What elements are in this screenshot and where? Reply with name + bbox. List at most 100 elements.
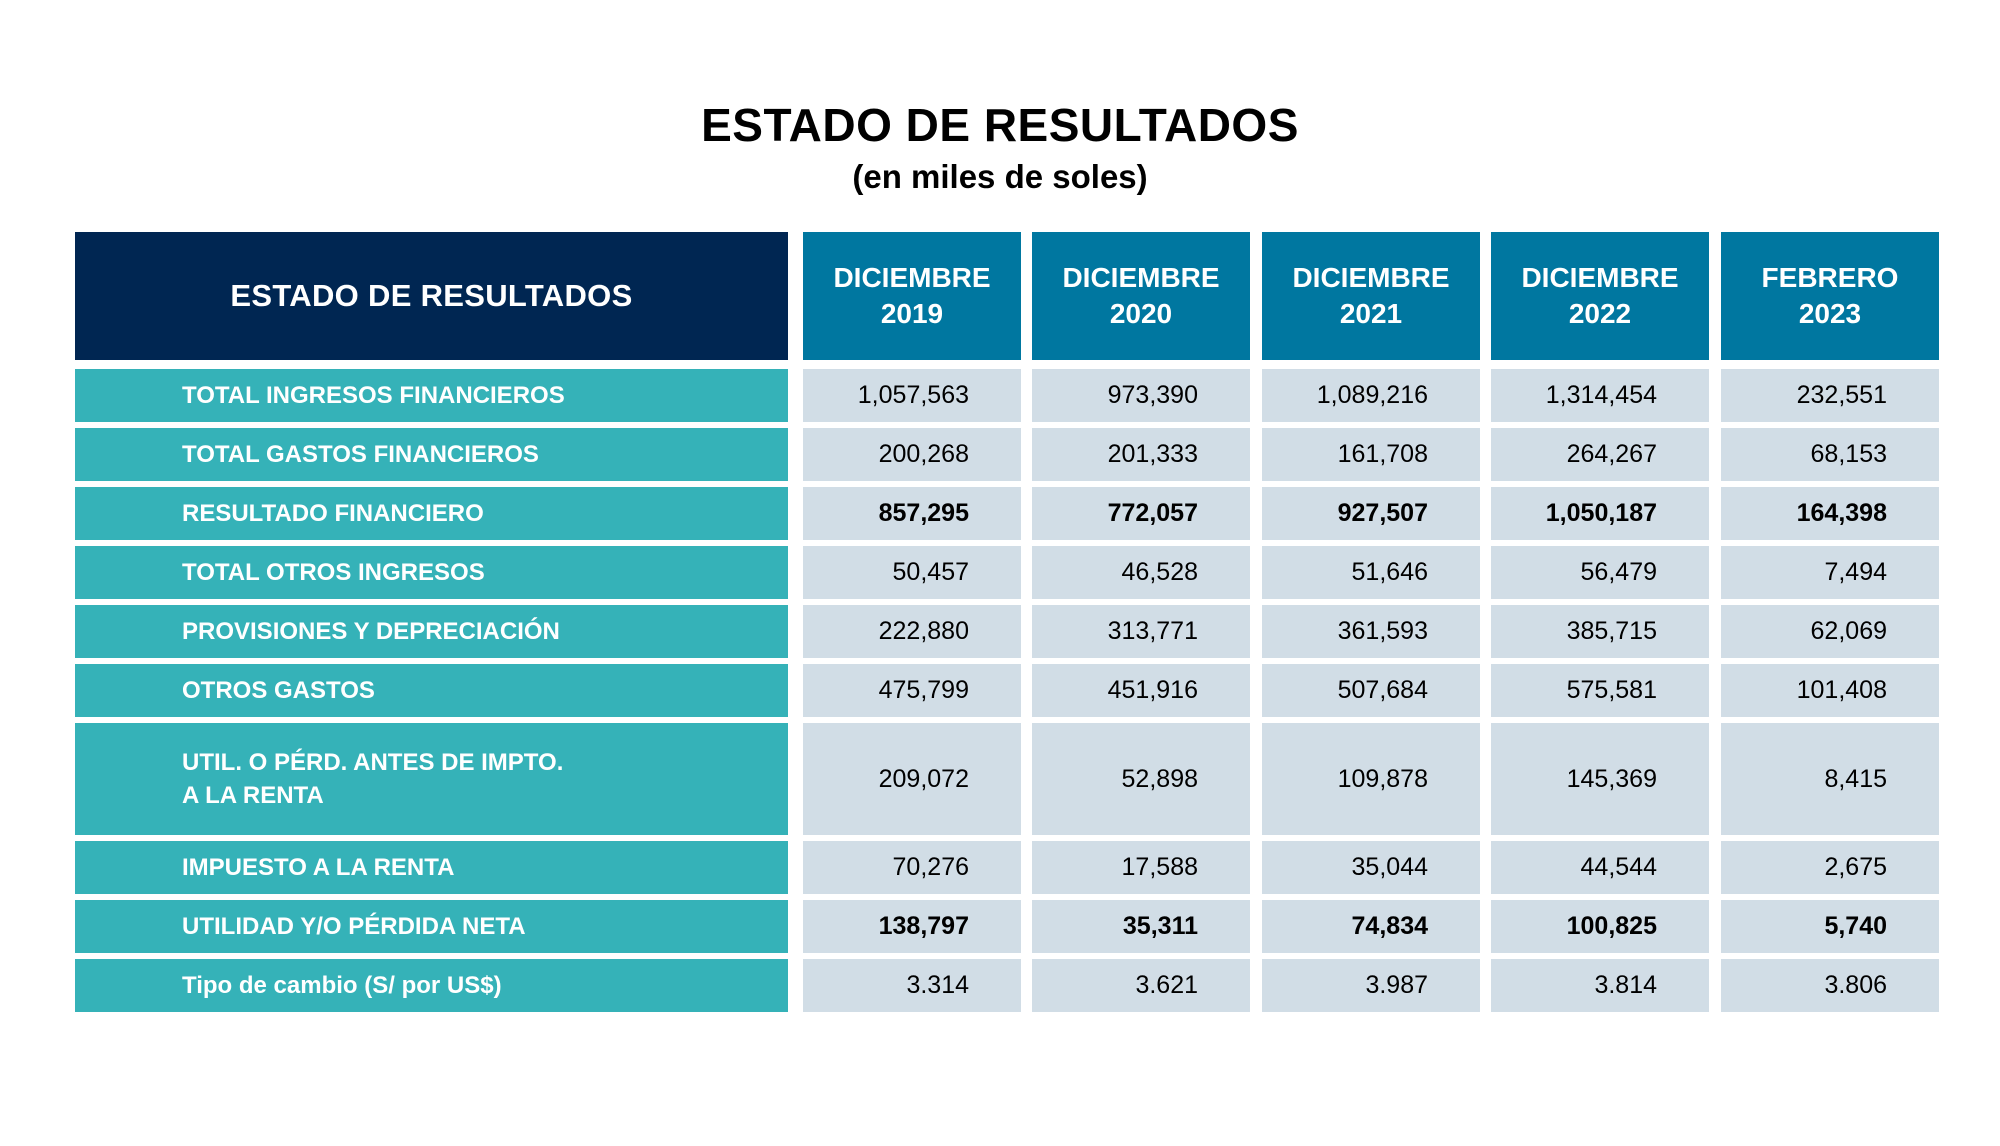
table-cell-value: 772,057	[1107, 499, 1198, 527]
table-cell: 50,457	[803, 546, 1021, 599]
column-header-year: 2020	[1109, 298, 1173, 329]
table-cell-value: 1,050,187	[1545, 499, 1657, 527]
table-cell-value: 70,276	[892, 853, 969, 881]
table-cell: 3.814	[1491, 959, 1709, 1012]
table-cell: 361,593	[1262, 605, 1480, 658]
table-cell: 52,898	[1032, 723, 1250, 835]
table-cell: 385,715	[1491, 605, 1709, 658]
table-cell: 857,295	[803, 487, 1021, 540]
row-label: IMPUESTO A LA RENTA	[75, 841, 788, 894]
column-header-period: DICIEMBRE	[1521, 262, 1679, 293]
table-cell: 56,479	[1491, 546, 1709, 599]
table-cell-value: 1,057,563	[857, 381, 969, 409]
table-cell-value: 475,799	[878, 676, 969, 704]
column-header: DICIEMBRE 2022	[1491, 232, 1709, 360]
table-cell-value: 56,479	[1580, 558, 1657, 586]
table-cell-value: 209,072	[878, 764, 969, 793]
row-label-text: Tipo de cambio (S/ por US$)	[182, 972, 502, 999]
table-cell: 8,415	[1721, 723, 1939, 835]
row-label-text: TOTAL OTROS INGRESOS	[182, 559, 485, 586]
table-cell-value: 46,528	[1121, 558, 1198, 586]
table-cell-value: 451,916	[1107, 676, 1198, 704]
table-cell: 575,581	[1491, 664, 1709, 717]
row-label-text: OTROS GASTOS	[182, 677, 375, 704]
row-label-text: UTIL. O PÉRD. ANTES DE IMPTO.	[182, 749, 564, 776]
table-cell: 475,799	[803, 664, 1021, 717]
table-cell-value: 264,267	[1566, 440, 1657, 468]
table-cell-value: 138,797	[878, 912, 969, 940]
table-cell: 161,708	[1262, 428, 1480, 481]
table-cell: 232,551	[1721, 369, 1939, 422]
table-cell: 70,276	[803, 841, 1021, 894]
table-cell: 7,494	[1721, 546, 1939, 599]
row-label: PROVISIONES Y DEPRECIACIÓN	[75, 605, 788, 658]
table-cell-value: 3.806	[1824, 971, 1887, 999]
table-cell-value: 44,544	[1580, 853, 1657, 881]
column-header-period: FEBRERO	[1761, 262, 1899, 293]
table-cell-value: 2,675	[1824, 853, 1887, 881]
table-cell-value: 200,268	[878, 440, 969, 468]
column-header: DICIEMBRE 2021	[1262, 232, 1480, 360]
table-cell: 51,646	[1262, 546, 1480, 599]
table-cell: 74,834	[1262, 900, 1480, 953]
table-cell-value: 51,646	[1351, 558, 1428, 586]
table-cell: 3.621	[1032, 959, 1250, 1012]
row-label: TOTAL OTROS INGRESOS	[75, 546, 788, 599]
table-cell-value: 222,880	[878, 617, 969, 645]
table-cell: 927,507	[1262, 487, 1480, 540]
table-cell: 17,588	[1032, 841, 1250, 894]
table-cell: 3.806	[1721, 959, 1939, 1012]
table-header-label: ESTADO DE RESULTADOS	[75, 232, 788, 360]
table-cell: 1,057,563	[803, 369, 1021, 422]
table-cell-value: 100,825	[1566, 912, 1657, 940]
table-cell-value: 164,398	[1796, 499, 1887, 527]
page-subtitle: (en miles de soles)	[852, 158, 1148, 195]
column-header-period: DICIEMBRE	[833, 262, 991, 293]
table-cell: 3.314	[803, 959, 1021, 1012]
table-cell-value: 857,295	[878, 499, 969, 527]
table-cell: 313,771	[1032, 605, 1250, 658]
table-cell: 973,390	[1032, 369, 1250, 422]
table-cell-value: 313,771	[1107, 617, 1198, 645]
table-cell-value: 385,715	[1566, 617, 1657, 645]
table-cell: 145,369	[1491, 723, 1709, 835]
table-cell-value: 5,740	[1824, 912, 1887, 940]
table-cell: 1,050,187	[1491, 487, 1709, 540]
table-cell: 62,069	[1721, 605, 1939, 658]
row-label-text: TOTAL INGRESOS FINANCIEROS	[182, 382, 565, 409]
column-header: DICIEMBRE 2020	[1032, 232, 1250, 360]
column-header-period: DICIEMBRE	[1062, 262, 1220, 293]
table-cell-value: 3.987	[1365, 971, 1428, 999]
row-label: UTILIDAD Y/O PÉRDIDA NETA	[75, 900, 788, 953]
table-cell-value: 145,369	[1566, 764, 1657, 793]
row-label: OTROS GASTOS	[75, 664, 788, 717]
table-cell: 1,089,216	[1262, 369, 1480, 422]
table-cell-value: 3.621	[1135, 971, 1198, 999]
page-title: ESTADO DE RESULTADOS	[701, 99, 1299, 151]
table-cell: 109,878	[1262, 723, 1480, 835]
table-cell-value: 35,044	[1351, 853, 1428, 881]
column-header-period: DICIEMBRE	[1292, 262, 1450, 293]
table-cell-value: 68,153	[1810, 440, 1887, 468]
table-cell-value: 52,898	[1121, 764, 1198, 793]
table-cell: 1,314,454	[1491, 369, 1709, 422]
table-cell: 772,057	[1032, 487, 1250, 540]
column-header-year: 2022	[1568, 298, 1632, 329]
row-label-text: A LA RENTA	[182, 782, 324, 809]
table-cell-value: 361,593	[1337, 617, 1428, 645]
row-label-text: UTILIDAD Y/O PÉRDIDA NETA	[182, 913, 526, 940]
table-cell-value: 35,311	[1122, 912, 1198, 940]
table-cell: 507,684	[1262, 664, 1480, 717]
table-cell: 44,544	[1491, 841, 1709, 894]
row-label: Tipo de cambio (S/ por US$)	[75, 959, 788, 1012]
table-cell-value: 101,408	[1796, 676, 1887, 704]
table-cell-value: 1,089,216	[1316, 381, 1428, 409]
table-cell: 264,267	[1491, 428, 1709, 481]
row-label: TOTAL INGRESOS FINANCIEROS	[75, 369, 788, 422]
column-header-year: 2023	[1798, 298, 1862, 329]
table-cell: 209,072	[803, 723, 1021, 835]
table-cell: 138,797	[803, 900, 1021, 953]
table-cell: 46,528	[1032, 546, 1250, 599]
row-label-text: RESULTADO FINANCIERO	[182, 500, 484, 527]
table-cell-value: 201,333	[1107, 440, 1198, 468]
